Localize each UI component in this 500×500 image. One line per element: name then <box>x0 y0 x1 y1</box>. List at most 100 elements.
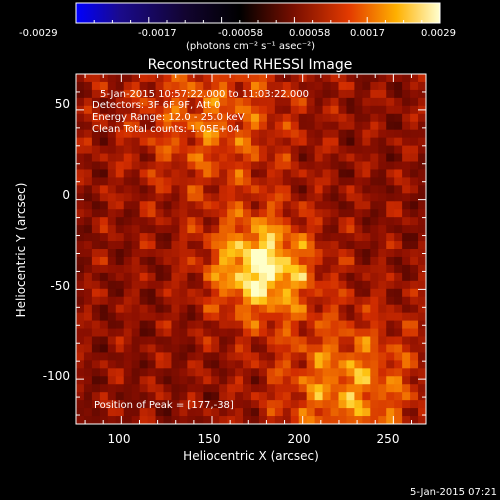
heatmap-cell <box>251 256 260 266</box>
heatmap-cell <box>179 320 188 329</box>
heatmap-cell <box>386 201 395 210</box>
heatmap-cell <box>394 161 403 170</box>
heatmap-cell <box>83 137 93 146</box>
heatmap-cell <box>306 288 316 298</box>
heatmap-cell <box>227 304 236 314</box>
heatmap-cell <box>386 336 395 345</box>
heatmap-cell <box>155 169 164 178</box>
heatmap-cell <box>235 272 244 282</box>
heatmap-cell <box>115 209 125 218</box>
heatmap-cell <box>394 288 403 298</box>
heatmap-cell <box>314 201 323 210</box>
heatmap-cell <box>330 416 339 425</box>
heatmap-cell <box>394 153 403 162</box>
heatmap-cell <box>203 161 212 170</box>
heatmap-cell <box>410 153 419 162</box>
heatmap-cell <box>107 320 117 329</box>
heatmap-cell <box>274 296 284 306</box>
heatmap-cell <box>219 344 228 353</box>
heatmap-cell <box>274 113 284 123</box>
heatmap-cell <box>298 400 308 409</box>
heatmap-cell <box>394 137 403 146</box>
heatmap-cell <box>179 74 188 83</box>
heatmap-cell <box>410 225 419 234</box>
heatmap-cell <box>386 352 395 361</box>
heatmap-cell <box>243 376 252 385</box>
heatmap-cell <box>362 296 371 306</box>
heatmap-cell <box>115 89 125 99</box>
heatmap-cell <box>115 241 125 250</box>
heatmap-cell <box>386 113 395 123</box>
heatmap-cell <box>99 89 109 99</box>
heatmap-cell <box>163 217 172 226</box>
heatmap-cell <box>99 81 109 91</box>
heatmap-cell <box>76 74 85 83</box>
heatmap-cell <box>402 201 411 210</box>
heatmap-cell <box>290 272 300 282</box>
heatmap-cell <box>418 225 427 234</box>
heatmap-cell <box>83 209 93 218</box>
heatmap-cell <box>258 249 268 258</box>
heatmap-cell <box>227 416 236 425</box>
heatmap-cell <box>195 81 204 91</box>
heatmap-cell <box>258 416 268 425</box>
heatmap-cell <box>99 360 109 369</box>
heatmap-cell <box>354 280 363 290</box>
heatmap-cell <box>91 336 101 345</box>
heatmap-cell <box>290 288 300 298</box>
heatmap-cell <box>362 352 371 361</box>
heatmap-cell <box>195 89 204 99</box>
heatmap-cell <box>258 105 268 115</box>
heatmap-cell <box>338 352 347 361</box>
heatmap-cell <box>187 392 196 401</box>
heatmap-cell <box>266 352 276 361</box>
heatmap-cell <box>410 344 419 353</box>
heatmap-cell <box>394 241 403 250</box>
heatmap-cell <box>227 249 236 258</box>
heatmap-cell <box>274 89 284 99</box>
heatmap-cell <box>76 352 85 361</box>
heatmap-cell <box>91 81 101 91</box>
heatmap-cell <box>131 89 141 99</box>
heatmap-cell <box>139 105 148 115</box>
heatmap-cell <box>298 392 308 401</box>
heatmap-cell <box>91 241 101 250</box>
heatmap-cell <box>147 217 156 226</box>
heatmap-cell <box>131 392 141 401</box>
heatmap-cell <box>243 193 252 202</box>
heatmap-cell <box>155 312 164 321</box>
heatmap-cell <box>274 153 284 162</box>
heatmap-cell <box>147 81 156 91</box>
heatmap-cell <box>227 368 236 377</box>
heatmap-cell <box>219 97 228 107</box>
heatmap-cell <box>219 153 228 162</box>
heatmap-cell <box>235 408 244 417</box>
heatmap-cell <box>306 81 316 91</box>
heatmap-cell <box>370 360 379 369</box>
heatmap-cell <box>418 320 427 329</box>
heatmap-cell <box>76 233 85 242</box>
heatmap-cell <box>76 336 85 345</box>
heatmap-cell <box>83 264 93 274</box>
heatmap-cell <box>227 272 236 282</box>
heatmap-cell <box>290 336 300 345</box>
heatmap-cell <box>266 264 276 274</box>
heatmap-cell <box>338 97 347 107</box>
heatmap-cell <box>322 233 331 242</box>
heatmap-cell <box>203 336 212 345</box>
heatmap-cell <box>163 185 172 194</box>
heatmap-cell <box>99 296 109 306</box>
heatmap-cell <box>370 328 379 337</box>
heatmap-cell <box>163 249 172 258</box>
heatmap-cell <box>274 376 284 385</box>
heatmap-cell <box>179 161 188 170</box>
heatmap-cell <box>195 185 204 194</box>
heatmap-cell <box>187 328 196 337</box>
heatmap-cell <box>91 225 101 234</box>
heatmap-cell <box>123 249 133 258</box>
heatmap-cell <box>123 145 133 154</box>
heatmap-cell <box>338 344 347 353</box>
heatmap-cell <box>131 209 141 218</box>
heatmap-cell <box>378 249 387 258</box>
heatmap-cell <box>179 225 188 234</box>
